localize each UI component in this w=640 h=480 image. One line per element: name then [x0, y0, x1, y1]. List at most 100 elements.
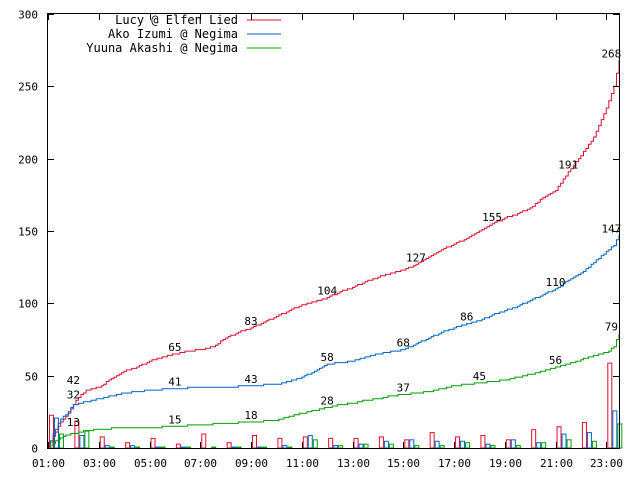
hourly-bar-2 — [414, 445, 420, 449]
data-label: 83 — [244, 315, 257, 328]
hourly-bar-2 — [109, 446, 115, 449]
hourly-bar-1 — [358, 443, 364, 449]
x-tick-label: 01:00 — [32, 457, 65, 470]
data-label: 104 — [317, 285, 337, 298]
x-tick-label: 17:00 — [438, 457, 471, 470]
hourly-bar-2 — [185, 446, 191, 449]
hourly-bar-0 — [125, 442, 131, 449]
hourly-bar-2 — [287, 446, 293, 449]
hourly-bar-1 — [485, 443, 491, 449]
data-label: 86 — [460, 311, 473, 324]
hourly-bar-2 — [388, 443, 394, 449]
data-label: 147 — [601, 222, 621, 235]
hourly-bar-1 — [104, 445, 110, 449]
x-tick-label: 21:00 — [540, 457, 573, 470]
hourly-bar-2 — [465, 442, 471, 449]
hourly-bar-2 — [312, 439, 318, 449]
hourly-bar-2 — [566, 439, 572, 449]
data-label: 13 — [67, 416, 80, 429]
data-label: 65 — [168, 341, 181, 354]
hourly-bar-0 — [328, 437, 334, 449]
hourly-bar-0 — [480, 434, 486, 449]
hourly-bar-1 — [409, 439, 415, 449]
plot-frame — [47, 13, 620, 449]
hourly-bar-0 — [581, 421, 587, 449]
axis-ticks-layer: 0 50 100 150 200 250 300 01:00 03:00 05:00 07:00 09… — [18, 9, 623, 471]
hourly-bar-1 — [257, 446, 263, 449]
hourly-bar-2 — [439, 445, 445, 449]
hourly-bar-2 — [541, 442, 547, 449]
hourly-bar-1 — [155, 446, 161, 449]
hourly-bar-2 — [338, 445, 344, 449]
series-line-2 — [48, 333, 620, 449]
hourly-bar-0 — [201, 433, 207, 449]
data-label: 79 — [605, 321, 618, 334]
x-tick-label: 15:00 — [387, 457, 420, 470]
hourly-bar-1 — [383, 440, 389, 449]
hourly-bar-0 — [378, 436, 384, 449]
x-tick-label: 03:00 — [83, 457, 116, 470]
hourly-bar-0 — [556, 426, 562, 449]
hourly-bar-2 — [135, 446, 141, 449]
hourly-bar-2 — [363, 443, 369, 449]
data-label: 42 — [67, 374, 80, 387]
hourly-bar-1 — [612, 410, 618, 449]
hourly-bar-1 — [307, 434, 313, 449]
data-label: 18 — [244, 409, 257, 422]
hourly-bar-0 — [99, 436, 105, 449]
series-line-0 — [48, 60, 620, 449]
hourly-bar-1 — [561, 433, 567, 449]
hourly-bar-1 — [434, 440, 440, 449]
hourly-bar-0 — [302, 436, 308, 449]
data-label: 15 — [168, 413, 181, 426]
hourly-bar-1 — [460, 440, 466, 449]
hourly-bar-1 — [231, 446, 237, 449]
legend-label: Yuuna Akashi @ Negima — [86, 41, 238, 55]
hourly-bar-0 — [404, 439, 410, 449]
y-tick-label: 50 — [25, 371, 38, 384]
x-tick-label: 09:00 — [235, 457, 268, 470]
x-tick-label: 19:00 — [489, 457, 522, 470]
data-labels-layer: 42 65 83 104 127 155 191 268 32 41 43 58 68 86 110 147 1… — [67, 47, 622, 429]
hourly-bar-1 — [282, 445, 288, 449]
hourly-bar-2 — [490, 445, 496, 449]
x-tick-label: 07:00 — [184, 457, 217, 470]
data-label: 127 — [406, 251, 426, 264]
hourly-bar-1 — [130, 445, 136, 449]
hourly-bar-1 — [79, 434, 85, 449]
data-label: 43 — [244, 373, 257, 386]
data-label: 155 — [482, 211, 502, 224]
data-label: 68 — [397, 337, 410, 350]
legend-label: Ako Izumi @ Negima — [108, 27, 238, 41]
hourly-bar-1 — [510, 439, 516, 449]
hourly-bar-2 — [236, 446, 242, 449]
hourly-bar-0 — [607, 362, 613, 449]
hourly-bar-0 — [505, 439, 511, 449]
data-label: 268 — [601, 47, 621, 60]
data-label: 28 — [321, 394, 334, 407]
hourly-bar-2 — [515, 445, 521, 449]
hourly-bar-1 — [180, 446, 186, 449]
hourly-bar-0 — [455, 436, 461, 449]
legend-label: Lucy @ Elfen Lied — [115, 13, 238, 27]
data-label: 41 — [168, 376, 181, 389]
hourly-bar-2 — [84, 430, 90, 449]
y-tick-label: 0 — [31, 443, 38, 456]
x-tick-label: 23:00 — [590, 457, 623, 470]
hourly-bar-2 — [262, 446, 268, 449]
hourly-bar-2 — [160, 446, 166, 449]
y-tick-label: 300 — [18, 9, 38, 22]
y-tick-label: 150 — [18, 226, 38, 239]
hourly-bar-2 — [591, 440, 597, 449]
hourly-bar-0 — [150, 437, 156, 449]
hourly-bar-1 — [536, 442, 542, 449]
hourly-bar-0 — [531, 429, 537, 449]
hourly-bar-0 — [353, 437, 359, 449]
data-label: 37 — [397, 381, 410, 394]
data-label: 110 — [546, 276, 566, 289]
hourly-bar-0 — [226, 442, 232, 449]
data-label: 191 — [558, 159, 578, 172]
x-tick-label: 05:00 — [134, 457, 167, 470]
